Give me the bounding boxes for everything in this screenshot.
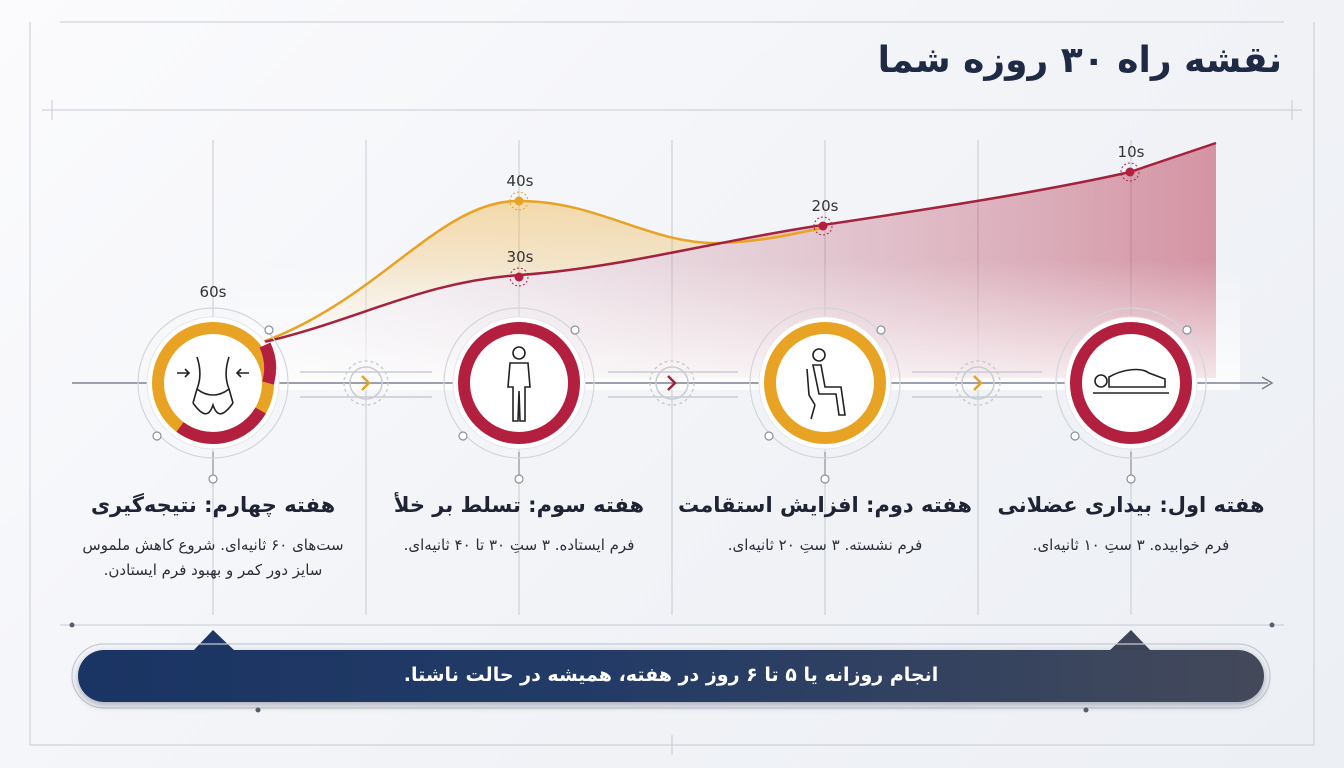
week2-block: هفته دوم: افزایش استقامت فرم نشسته. ۳ ست… [675,493,975,558]
value-label-week4: 60s [200,283,227,301]
value-label-week2: 20s [812,197,839,215]
week3-milestone-circle [443,307,595,459]
week4-description: ست‌های ۶۰ ثانیه‌ای. شروع کاهش ملموس سایز… [82,536,344,579]
banner-text: انجام روزانه یا ۵ تا ۶ روز در هفته، همیش… [403,664,939,686]
chevron-right-icon [667,375,677,391]
value-label-week3-bottom: 30s [507,248,534,266]
curve-points [509,162,1140,287]
axis-arrow-icon [1261,376,1274,390]
page-title: نقشه راه ۳۰ روزه شما [877,40,1282,81]
week4-title: هفته چهارم: نتیجه‌گیری [90,493,336,517]
footer-banner: انجام روزانه یا ۵ تا ۶ روز در هفته، همیش… [78,650,1264,702]
value-label-week1: 10s [1118,143,1145,161]
value-label-week3-top: 40s [507,172,534,190]
standing-figure-icon [507,346,531,422]
lying-figure-icon [1093,368,1169,394]
banner-pointer-left [192,630,236,652]
circle-stems [208,452,1136,484]
week2-title: هفته دوم: افزایش استقامت [678,493,972,517]
gold-progress-line [259,199,824,345]
connector-arrows [300,360,1042,406]
crimson-progress-line [259,141,1217,345]
seated-figure-icon [806,348,846,420]
week3-block: هفته سوم: تسلط بر خلأ فرم ایستاده. ۳ ستِ… [369,493,669,558]
week3-description: فرم ایستاده. ۳ ستِ ۳۰ تا ۴۰ ثانیه‌ای. [403,536,635,554]
week2-description: فرم نشسته. ۳ ستِ ۲۰ ثانیه‌ای. [727,536,923,554]
week1-description: فرم خوابیده. ۳ ستِ ۱۰ ثانیه‌ای. [1032,536,1230,554]
week1-milestone-circle [1055,307,1207,459]
banner-pointer-right [1108,630,1152,652]
week3-title: هفته سوم: تسلط بر خلأ [393,493,645,517]
week1-title: هفته اول: بیداری عضلانی [997,493,1265,517]
waist-shrink-icon [177,356,249,415]
chevron-right-icon [361,375,371,391]
week1-block: هفته اول: بیداری عضلانی فرم خوابیده. ۳ س… [981,493,1281,558]
banner-outline [71,643,1271,709]
week4-milestone-circle [137,307,289,459]
banner-dots [69,622,1275,713]
chevron-right-icon [973,375,983,391]
week4-block: هفته چهارم: نتیجه‌گیری ست‌های ۶۰ ثانیه‌ا… [73,493,353,583]
